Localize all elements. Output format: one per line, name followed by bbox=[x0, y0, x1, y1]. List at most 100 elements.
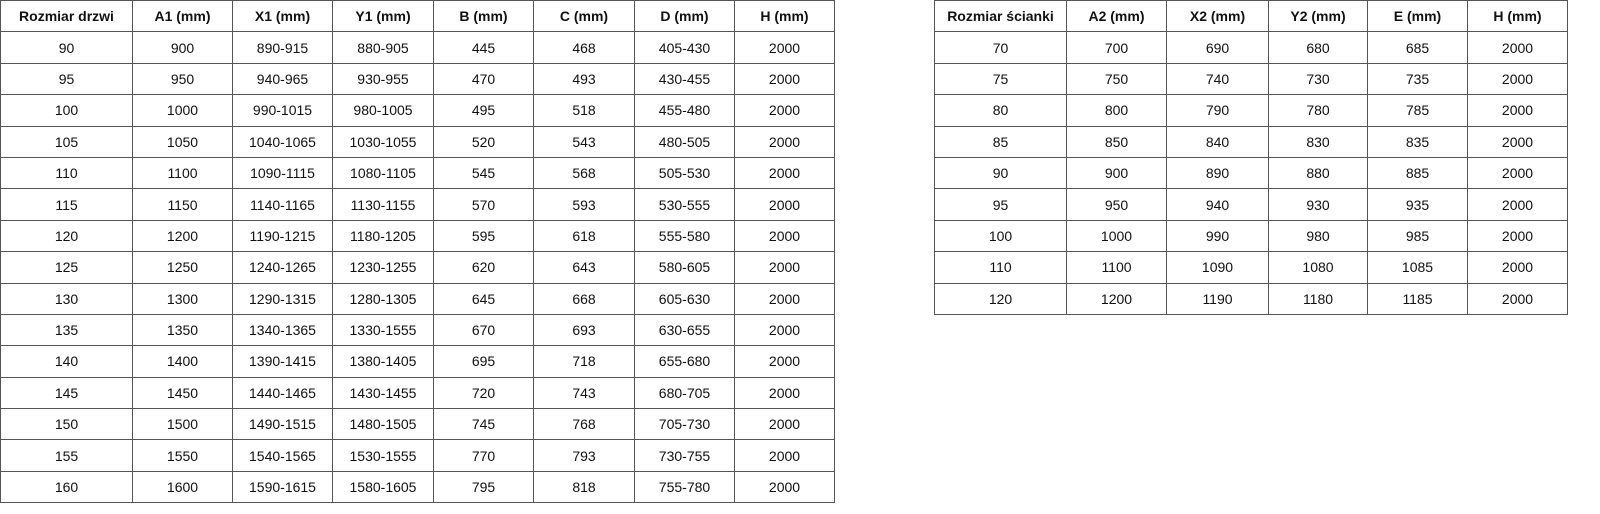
table-cell: 2000 bbox=[1467, 188, 1568, 221]
table-cell: 818 bbox=[533, 470, 635, 504]
table-cell: 930-955 bbox=[332, 62, 434, 96]
table-cell: 570 bbox=[433, 188, 534, 221]
table-cell: 940 bbox=[1166, 188, 1269, 221]
table-cell: 740 bbox=[1166, 62, 1269, 96]
table-cell: 1000 bbox=[1066, 219, 1167, 253]
table-cell: 85 bbox=[934, 125, 1067, 158]
table-cell: 668 bbox=[533, 282, 635, 315]
table-cell: 70 bbox=[934, 31, 1067, 64]
column-header: H (mm) bbox=[734, 0, 835, 33]
table-row: 100 1000 990 980 985 2000 bbox=[934, 219, 1568, 253]
table-cell: 830 bbox=[1268, 125, 1368, 158]
table-row: 160 1600 1590-1615 1580-1605 795 818 755-780 20… bbox=[0, 470, 835, 504]
table-cell: 445 bbox=[433, 31, 534, 64]
table-cell: 120 bbox=[934, 282, 1067, 315]
table-cell: 75 bbox=[934, 62, 1067, 96]
table-cell: 705-730 bbox=[634, 408, 735, 441]
table-cell: 1230-1255 bbox=[332, 251, 434, 284]
table-cell: 645 bbox=[433, 282, 534, 315]
table-cell: 115 bbox=[0, 188, 133, 221]
table-cell: 620 bbox=[433, 251, 534, 284]
column-header: E (mm) bbox=[1367, 0, 1468, 33]
table-cell: 555-580 bbox=[634, 219, 735, 253]
table-cell: 655-680 bbox=[634, 345, 735, 378]
column-header: X1 (mm) bbox=[232, 0, 333, 33]
table-cell: 2000 bbox=[734, 94, 835, 127]
table-row: 155 1550 1540-1565 1530-1555 770 793 730-755 20… bbox=[0, 439, 835, 472]
table-cell: 468 bbox=[533, 31, 635, 64]
table-cell: 785 bbox=[1367, 94, 1468, 127]
table-cell: 730-755 bbox=[634, 439, 735, 472]
table-cell: 1080 bbox=[1268, 251, 1368, 284]
table-cell: 780 bbox=[1268, 94, 1368, 127]
table-cell: 2000 bbox=[734, 345, 835, 378]
table-cell: 680 bbox=[1268, 31, 1368, 64]
table-cell: 2000 bbox=[1467, 219, 1568, 253]
table-cell: 2000 bbox=[1467, 94, 1568, 127]
table-cell: 95 bbox=[934, 188, 1067, 221]
column-header: B (mm) bbox=[433, 0, 534, 33]
table-cell: 745 bbox=[433, 408, 534, 441]
table-cell: 1440-1465 bbox=[232, 376, 333, 410]
table-cell: 1540-1565 bbox=[232, 439, 333, 472]
table-cell: 2000 bbox=[1467, 251, 1568, 284]
table-cell: 1250 bbox=[132, 251, 233, 284]
table-cell: 480-505 bbox=[634, 125, 735, 158]
table-cell: 1185 bbox=[1367, 282, 1468, 315]
table-cell: 755-780 bbox=[634, 470, 735, 504]
table-row: 70 700 690 680 685 2000 bbox=[934, 31, 1568, 64]
table-cell: 90 bbox=[934, 156, 1067, 190]
table-cell: 150 bbox=[0, 408, 133, 441]
table-cell: 125 bbox=[0, 251, 133, 284]
table-cell: 670 bbox=[433, 313, 534, 347]
table-cell: 518 bbox=[533, 94, 635, 127]
table-cell: 643 bbox=[533, 251, 635, 284]
table-cell: 1350 bbox=[132, 313, 233, 347]
table-cell: 520 bbox=[433, 125, 534, 158]
table-row: 80 800 790 780 785 2000 bbox=[934, 94, 1568, 127]
table-row: 110 1100 1090 1080 1085 2000 bbox=[934, 251, 1568, 284]
table-cell: 618 bbox=[533, 219, 635, 253]
table-cell: 95 bbox=[0, 62, 133, 96]
table-cell: 770 bbox=[433, 439, 534, 472]
table-cell: 543 bbox=[533, 125, 635, 158]
table-row: 120 1200 1190-1215 1180-1205 595 618 555-580 20… bbox=[0, 219, 835, 253]
table-cell: 1100 bbox=[1066, 251, 1167, 284]
table-row: 100 1000 990-1015 980-1005 495 518 455-480 2000 bbox=[0, 94, 835, 127]
table-cell: 2000 bbox=[1467, 282, 1568, 315]
table-cell: 935 bbox=[1367, 188, 1468, 221]
table-cell: 1500 bbox=[132, 408, 233, 441]
table-cell: 1140-1165 bbox=[232, 188, 333, 221]
table-cell: 495 bbox=[433, 94, 534, 127]
column-header: H (mm) bbox=[1467, 0, 1568, 33]
table-row: 95 950 940 930 935 2000 bbox=[934, 188, 1568, 221]
table-cell: 1190 bbox=[1166, 282, 1269, 315]
table-cell: 735 bbox=[1367, 62, 1468, 96]
table-cell: 1280-1305 bbox=[332, 282, 434, 315]
table-cell: 790 bbox=[1166, 94, 1269, 127]
table-cell: 110 bbox=[0, 156, 133, 190]
table-cell: 880 bbox=[1268, 156, 1368, 190]
table-cell: 1150 bbox=[132, 188, 233, 221]
table-row: 120 1200 1190 1180 1185 2000 bbox=[934, 282, 1568, 315]
table-cell: 940-965 bbox=[232, 62, 333, 96]
table-cell: 980 bbox=[1268, 219, 1368, 253]
table-row: 110 1100 1090-1115 1080-1105 545 568 505-530 20… bbox=[0, 156, 835, 190]
table-cell: 990-1015 bbox=[232, 94, 333, 127]
table-cell: 160 bbox=[0, 470, 133, 504]
column-header: A2 (mm) bbox=[1066, 0, 1167, 33]
table-cell: 750 bbox=[1066, 62, 1167, 96]
table-cell: 1000 bbox=[132, 94, 233, 127]
table-cell: 505-530 bbox=[634, 156, 735, 190]
table-cell: 2000 bbox=[734, 313, 835, 347]
table-cell: 100 bbox=[0, 94, 133, 127]
table-cell: 793 bbox=[533, 439, 635, 472]
table-cell: 890 bbox=[1166, 156, 1269, 190]
table-cell: 718 bbox=[533, 345, 635, 378]
table-row: 140 1400 1390-1415 1380-1405 695 718 655-680 20… bbox=[0, 345, 835, 378]
table-cell: 885 bbox=[1367, 156, 1468, 190]
table-cell: 605-630 bbox=[634, 282, 735, 315]
table-cell: 90 bbox=[0, 31, 133, 64]
table-cell: 140 bbox=[0, 345, 133, 378]
table-row: 150 1500 1490-1515 1480-1505 745 768 705-730 20… bbox=[0, 408, 835, 441]
